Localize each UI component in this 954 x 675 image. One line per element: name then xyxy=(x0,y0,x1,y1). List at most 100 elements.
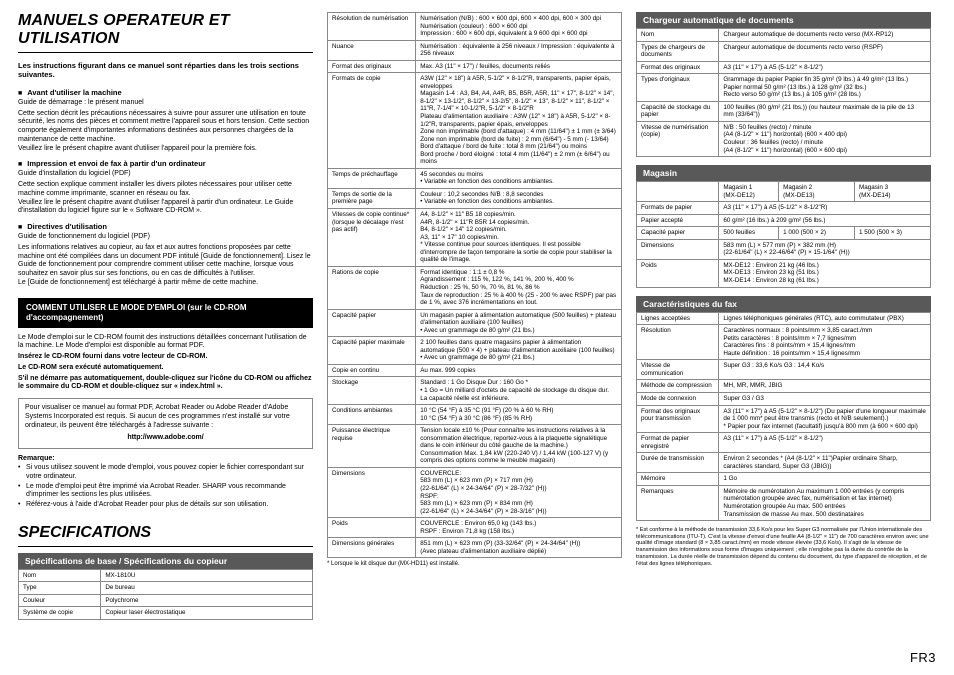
spec-label: Types de chargeurs de documents xyxy=(637,41,719,61)
spec-value: 2 100 feuilles dans quatre magasins papi… xyxy=(416,337,622,365)
spec-label: Format des originaux xyxy=(637,61,719,74)
spec-label: Nom xyxy=(19,569,101,582)
spec-label: Capacité papier xyxy=(637,227,719,240)
spec-label: Système de copie xyxy=(19,607,101,620)
spec-value: 100 feuilles (80 g/m² (21 lbs.)) (ou hau… xyxy=(719,101,931,121)
spec-value: A4, 8-1/2" × 11" B5 18 copies/min. A4R, … xyxy=(416,209,622,267)
intro-text: Les instructions figurant dans ce manuel… xyxy=(18,61,313,80)
fax-disclaimer: * Est conforme à la méthode de transmiss… xyxy=(636,527,931,567)
spec-value: Super G3 : 33,6 Ko/s G3 : 14,4 Ko/s xyxy=(719,360,931,380)
sec1-body: Cette section décrit les précautions néc… xyxy=(18,110,313,154)
sec1-sub: Guide de démarrage : le présent manuel xyxy=(18,99,313,108)
spec-label: Copie en continu xyxy=(328,364,416,377)
spec-label: Remarques xyxy=(637,485,719,520)
spec-label: Rations de copie xyxy=(328,266,416,309)
spec-value: A3W (12" × 18") à A5R, 5-1/2" × 8-1/2"R,… xyxy=(416,73,622,169)
spec-value: Caractères normaux : 8 points/mm × 3,85 … xyxy=(719,325,931,360)
spec-value: Couleur : 10,2 secondes N/B : 8,8 second… xyxy=(416,188,622,208)
spec-label: Couleur xyxy=(19,594,101,607)
spec-value: Lignes téléphoniques générales (RTC), au… xyxy=(719,312,931,325)
spec-value: A3 (11" × 17") à A5 (5-1/2" × 8-1/2") xyxy=(719,433,931,453)
spec-value: Mémoire de numérotation Au maximum 1 000… xyxy=(719,485,931,520)
spec-value: Environ 2 secondes * (A4 (8-1/2" × 11")P… xyxy=(719,453,931,473)
spec-label: Mode de connexion xyxy=(637,392,719,405)
spec-value: 583 mm (L) × 577 mm (P) × 382 mm (H) (22… xyxy=(719,239,931,259)
sec3-header: Directives d'utilisation xyxy=(18,222,313,231)
spec-value: Polychrome xyxy=(101,594,313,607)
spec-value: A3 (11" × 17") à A5 (5-1/2" × 8-1/2") xyxy=(719,61,931,74)
spec-label: Types d'originaux xyxy=(637,74,719,102)
adobe-note: Pour visualiser ce manuel au format PDF,… xyxy=(18,398,313,449)
spec-label: Magasin 3 (MX-DE14) xyxy=(855,182,931,202)
spec-value: 1 Go xyxy=(719,473,931,486)
spec-label: Temps de sortie de la première page xyxy=(328,188,416,208)
spec-label: Dimensions xyxy=(637,239,719,259)
spec-value: Format identique : 1:1 ± 0,8 % Agrandiss… xyxy=(416,266,622,309)
spec-label: Lignes acceptées xyxy=(637,312,719,325)
spec-value: Super G3 / G3 xyxy=(719,392,931,405)
spec-value: MX-DE12 : Environ 21 kg (46 lbs.) MX-DE1… xyxy=(719,259,931,287)
spec-value: Standard : 1 Go Disque Dur : 160 Go * • … xyxy=(416,377,622,405)
spec-label: Capacité de stockage du papier xyxy=(637,101,719,121)
spec-value: MX-1810U xyxy=(101,569,313,582)
spec-label: Format des originaux pour transmission xyxy=(637,405,719,433)
spec-value: 10 °C (54 °F) à 35 °C (91 °F) (20 % à 60… xyxy=(416,405,622,425)
spec-value: Numérisation (N/B) : 600 × 600 dpi, 600 … xyxy=(416,13,622,41)
adobe-note-text: Pour visualiser ce manuel au format PDF,… xyxy=(25,404,290,429)
spec-label: Méthode de compression xyxy=(637,380,719,393)
cd-p1: Le Mode d'emploi sur le CD-ROM fournit d… xyxy=(18,334,313,352)
spec-value: N/B : 50 feuilles (recto) / minute (A4 (… xyxy=(719,121,931,156)
spec-label: Durée de transmission xyxy=(637,453,719,473)
remarks-h: Remarque: xyxy=(18,455,313,462)
spec-label: Poids xyxy=(637,259,719,287)
heading-manuals: MANUELS OPERATEUR ET UTILISATION xyxy=(18,12,313,53)
spec-label: Puissance électrique requise xyxy=(328,425,416,468)
adf-table: NomChargeur automatique de documents rec… xyxy=(636,28,931,157)
spec-label: Format des originaux xyxy=(328,60,416,73)
spec-value: A3 (11" × 17") à A5 (5-1/2" × 8-1/2"R) xyxy=(719,202,931,215)
spec-value: COUVERCLE: 583 mm (L) × 623 mm (P) × 717… xyxy=(416,467,622,517)
sec2-sub: Guide d'installation du logiciel (PDF) xyxy=(18,170,313,179)
spec-value: Copieur laser électrostatique xyxy=(101,607,313,620)
spec-label: Résolution xyxy=(637,325,719,360)
spec-value: Chargeur automatique de documents recto … xyxy=(719,41,931,61)
spec-value: Un magasin papier à alimentation automat… xyxy=(416,309,622,337)
spec-label: Format de papier enregistré xyxy=(637,433,719,453)
spec-value: Grammage du papier Papier fin 35 g/m² (9… xyxy=(719,74,931,102)
spec-label: Conditions ambiantes xyxy=(328,405,416,425)
spec-value: A3 (11" × 17") à A5 (5-1/2" × 8-1/2") (D… xyxy=(719,405,931,433)
spec-value: 851 mm (L) × 623 mm (P) (33-32/64" (P) ×… xyxy=(416,538,622,558)
page-number: FR3 xyxy=(910,650,936,665)
spec-value: Numérisation : équivalente à 256 niveaux… xyxy=(416,40,622,60)
cd-b3: S'il ne démarre pas automatiquement, dou… xyxy=(18,375,313,393)
spec-label: Vitesses de copie continue* (lorsque le … xyxy=(328,209,416,267)
sec3-sub: Guide de fonctionnement du logiciel (PDF… xyxy=(18,233,313,242)
adobe-url: http://www.adobe.com/ xyxy=(25,434,306,443)
spec-value: De bureau xyxy=(101,582,313,595)
spec-label: Formats de papier xyxy=(637,202,719,215)
remark-item: Le mode d'emploi peut être imprimé via A… xyxy=(26,483,313,501)
spec-label: Dimensions générales xyxy=(328,538,416,558)
spec-value: Tension locale ±10 % (Pour connaître les… xyxy=(416,425,622,468)
remark-item: Référez-vous à l'aide d'Acrobat Reader p… xyxy=(26,501,313,510)
spec-label xyxy=(637,182,719,202)
spec-label: Capacité papier maximale xyxy=(328,337,416,365)
spec-label: Magasin 1 (MX-DE12) xyxy=(719,182,779,202)
remarks-list: Si vous utilisez souvent le mode d'emplo… xyxy=(18,464,313,510)
spec-label: Temps de préchauffage xyxy=(328,168,416,188)
spec-value: Chargeur automatique de documents recto … xyxy=(719,29,931,42)
spec-value: 60 g/m² (16 lbs.) à 209 g/m² (56 lbs.) xyxy=(719,214,931,227)
cdrom-bar: COMMENT UTILISER LE MODE D'EMPLOI (sur l… xyxy=(18,298,313,328)
spec-label: Type xyxy=(19,582,101,595)
sec2-header: Impression et envoi de fax à partir d'un… xyxy=(18,159,313,168)
base-specs-table: NomMX-1810UTypeDe bureauCouleurPolychrom… xyxy=(18,569,313,620)
spec-value: Au max. 999 copies xyxy=(416,364,622,377)
remark-item: Si vous utilisez souvent le mode d'emplo… xyxy=(26,464,313,482)
spec-value: 1 000 (500 × 2) xyxy=(779,227,855,240)
sec2-body: Cette section explique comment installer… xyxy=(18,181,313,216)
spec-label: Formats de copie xyxy=(328,73,416,169)
spec-label: Dimensions xyxy=(328,467,416,517)
heading-specs: SPECIFICATIONS xyxy=(18,524,313,547)
fax-bar: Caractéristiques du fax xyxy=(636,296,931,312)
sec1-header: Avant d'utiliser la machine xyxy=(18,88,313,97)
